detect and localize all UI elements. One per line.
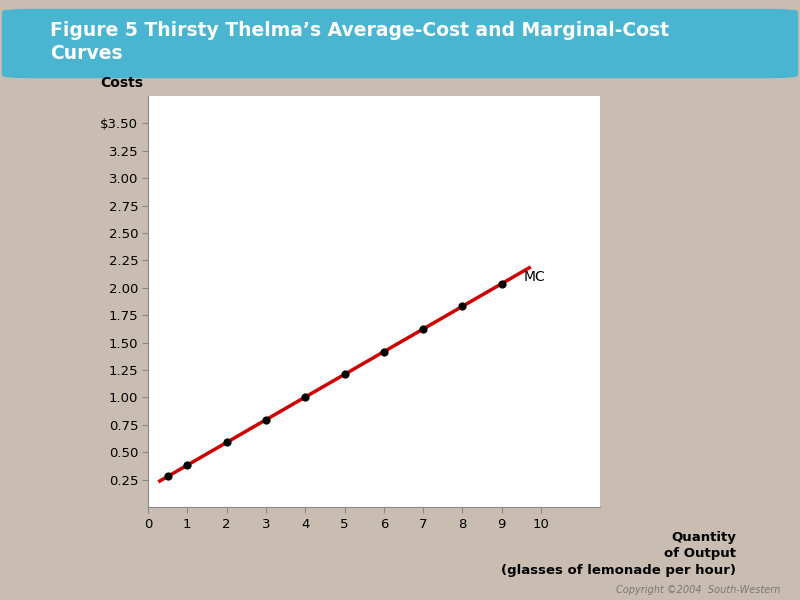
Point: [259, 415, 272, 425]
Text: Quantity
of Output
(glasses of lemonade per hour): Quantity of Output (glasses of lemonade …: [501, 531, 736, 577]
Point: [417, 324, 430, 334]
Text: Copyright ©2004  South-Western: Copyright ©2004 South-Western: [616, 585, 780, 595]
Text: Figure 5 Thirsty Thelma’s Average-Cost and Marginal-Cost
Curves: Figure 5 Thirsty Thelma’s Average-Cost a…: [50, 21, 670, 64]
Point: [299, 392, 312, 402]
Point: [162, 472, 174, 481]
Point: [378, 347, 390, 356]
Text: MC: MC: [523, 270, 545, 284]
Point: [338, 370, 351, 379]
Point: [220, 437, 233, 447]
Point: [181, 460, 194, 470]
FancyBboxPatch shape: [2, 10, 798, 77]
Point: [456, 302, 469, 311]
Text: Costs: Costs: [101, 76, 143, 90]
Point: [495, 279, 508, 289]
